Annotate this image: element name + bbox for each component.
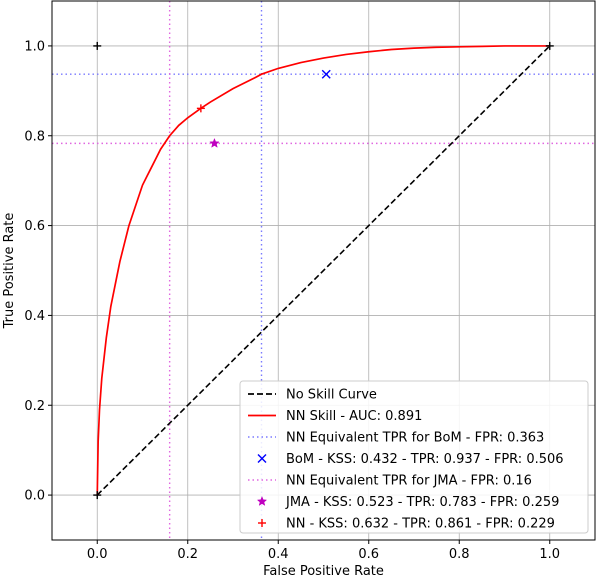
series-1-line xyxy=(96,45,550,496)
legend-handle-3 xyxy=(257,454,267,463)
grid xyxy=(52,1,595,540)
x-axis-label: False Positive Rate xyxy=(263,564,384,579)
legend-handle-6 xyxy=(258,519,266,527)
series-6-point xyxy=(196,104,205,113)
legend-label-0: No Skill Curve xyxy=(286,388,377,403)
x-tick-label: 0.6 xyxy=(358,547,379,562)
legend-label-3: BoM - KSS: 0.432 - TPR: 0.937 - FPR: 0.5… xyxy=(286,452,564,467)
series-0-line xyxy=(96,45,551,496)
x-tick-label: 1.0 xyxy=(539,547,560,562)
axes-frame xyxy=(51,0,596,541)
plot-content xyxy=(52,1,595,540)
legend-handle-5 xyxy=(256,496,268,506)
extra-point xyxy=(93,41,102,50)
y-tick-label: 0.0 xyxy=(24,489,45,504)
y-tick-label: 1.0 xyxy=(24,39,45,54)
series-3-point xyxy=(321,69,331,79)
x-tick-label: 0.0 xyxy=(87,547,108,562)
extra-point xyxy=(545,41,554,50)
legend-label-2: NN Equivalent TPR for BoM - FPR: 0.363 xyxy=(286,431,544,446)
series-3-point-stroke-b xyxy=(321,69,331,79)
ticks: 0.0 0.2 0.4 0.6 0.8 1.0 0.0 0.2 0.4 0.6 0.8 1.0 xyxy=(24,39,560,562)
x-tick-label: 0.2 xyxy=(177,547,198,562)
legend-label-6: NN - KSS: 0.632 - TPR: 0.861 - FPR: 0.22… xyxy=(286,517,555,532)
y-axis-label: True Positive Rate xyxy=(2,213,17,330)
legend-box xyxy=(239,380,589,534)
x-tick-label: 0.8 xyxy=(449,547,470,562)
plot-area xyxy=(52,1,595,540)
y-tick-label: 0.6 xyxy=(24,219,45,234)
y-tick-label: 0.8 xyxy=(24,129,45,144)
legend-label-5: JMA - KSS: 0.523 - TPR: 0.783 - FPR: 0.2… xyxy=(285,495,559,510)
series-5-point xyxy=(209,137,220,148)
x-tick-label: 0.4 xyxy=(268,547,289,562)
legend-label-1: NN Skill - AUC: 0.891 xyxy=(286,409,422,424)
y-tick-label: 0.4 xyxy=(24,309,45,324)
extra-point xyxy=(93,491,102,500)
legend: No Skill Curve NN Skill - AUC: 0.891 NN Eq… xyxy=(239,380,589,534)
legend-label-4: NN Equivalent TPR for JMA - FPR: 0.16 xyxy=(286,474,532,489)
y-tick-label: 0.2 xyxy=(24,399,45,414)
legend-handle-3-stroke-b xyxy=(257,454,267,463)
